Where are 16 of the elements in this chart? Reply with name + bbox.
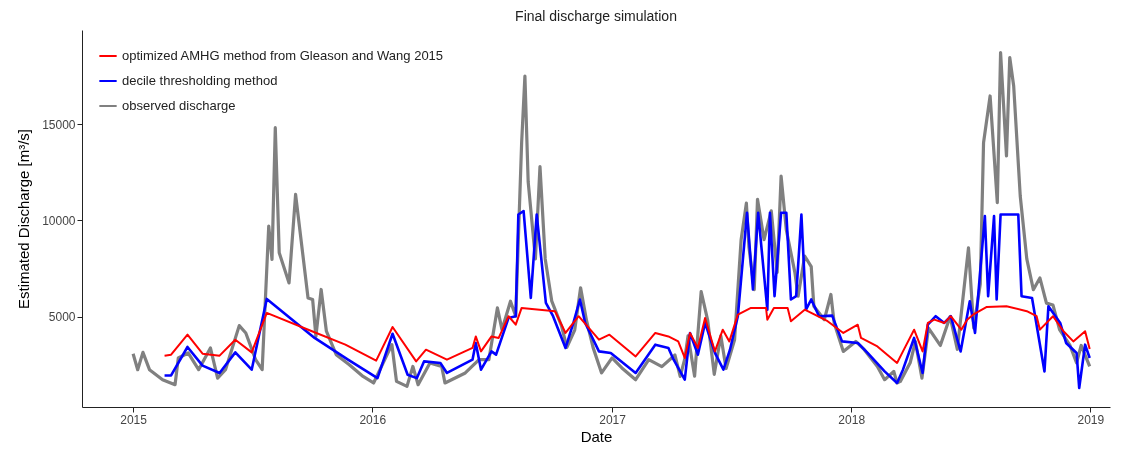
legend-label: observed discharge — [122, 98, 236, 113]
legend-label: decile thresholding method — [122, 73, 278, 88]
x-axis-title: Date — [580, 427, 613, 445]
line-series — [163, 209, 1091, 390]
x-tick-label: 2015 — [120, 412, 148, 427]
x-tick-label: 2016 — [359, 412, 387, 427]
y-tick-label: 5000 — [48, 310, 76, 325]
x-tick-label: 2018 — [838, 412, 866, 427]
legend-label: optimized AMHG method from Gleason and Wang 2015 — [122, 48, 444, 63]
chart-title: Final discharge simulation — [515, 8, 677, 24]
y-tick-label: 15000 — [42, 117, 76, 132]
line-series — [163, 305, 1091, 364]
x-tick-label: 2017 — [599, 412, 627, 427]
x-tick-label: 2019 — [1077, 412, 1105, 427]
y-tick-label: 10000 — [42, 213, 76, 228]
y-axis-title: Estimated Discharge [m³/s] — [15, 128, 33, 310]
